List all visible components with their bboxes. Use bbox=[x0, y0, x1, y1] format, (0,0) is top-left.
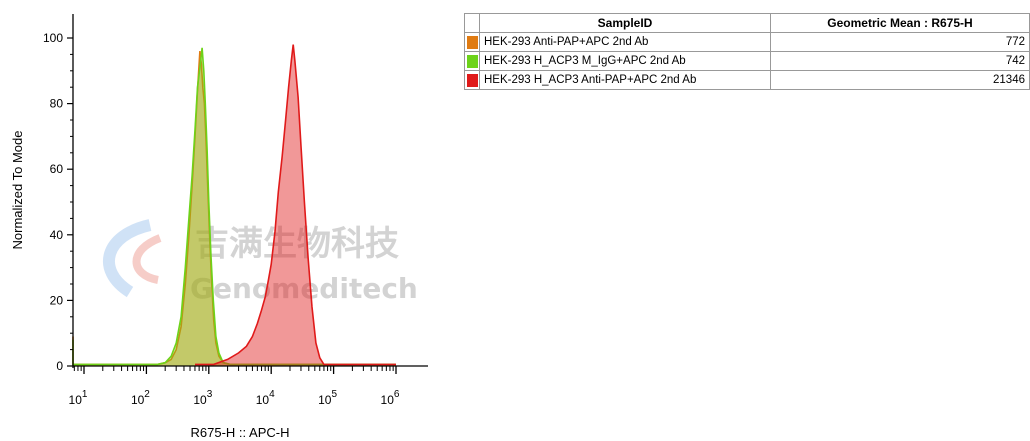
legend-sample-name: HEK-293 H_ACP3 Anti-PAP+APC 2nd Ab bbox=[479, 70, 771, 90]
x-tick-label: 103 bbox=[193, 389, 212, 407]
legend-geometric-mean: 772 bbox=[770, 32, 1030, 52]
legend-header-row: SampleID Geometric Mean : R675-H bbox=[464, 13, 1030, 33]
x-tick-label: 102 bbox=[131, 389, 150, 407]
y-tick-label: 40 bbox=[50, 228, 64, 242]
legend-row: HEK-293 Anti-PAP+APC 2nd Ab 772 bbox=[464, 32, 1030, 52]
legend-swatch-red bbox=[466, 73, 478, 87]
x-tick-label: 101 bbox=[69, 389, 88, 407]
legend-sample-name: HEK-293 Anti-PAP+APC 2nd Ab bbox=[479, 32, 771, 52]
legend-geometric-mean: 742 bbox=[770, 51, 1030, 71]
x-axis-title: R675-H :: APC-H bbox=[191, 425, 290, 440]
y-tick-label: 100 bbox=[43, 31, 63, 45]
series-area bbox=[73, 51, 396, 366]
series-area bbox=[195, 44, 396, 366]
series-line bbox=[72, 51, 396, 366]
legend-header-mean: Geometric Mean : R675-H bbox=[770, 13, 1030, 33]
x-tick-label: 104 bbox=[256, 389, 275, 407]
x-tick-label: 105 bbox=[318, 389, 337, 407]
legend-sample-name: HEK-293 H_ACP3 M_IgG+APC 2nd Ab bbox=[479, 51, 771, 71]
watermark-logo: 吉满生物科技 Genomeditech bbox=[102, 219, 418, 305]
series-area bbox=[73, 47, 396, 367]
series-line bbox=[72, 47, 396, 366]
series-areas bbox=[72, 44, 396, 367]
legend-table: SampleID Geometric Mean : R675-H HEK-293… bbox=[464, 13, 1030, 90]
axes: 0 20 40 60 80 100 101 102 103 104 105 106 bbox=[43, 14, 428, 407]
legend-row: HEK-293 H_ACP3 M_IgG+APC 2nd Ab 742 bbox=[464, 51, 1030, 71]
series-line bbox=[195, 44, 396, 366]
watermark-cn-text: 吉满生物科技 bbox=[195, 224, 399, 264]
watermark-swirl-inner-icon bbox=[132, 234, 162, 284]
legend-header-sample: SampleID bbox=[479, 13, 771, 33]
legend-swatch-orange bbox=[466, 35, 478, 49]
y-tick-label: 60 bbox=[50, 162, 64, 176]
legend-geometric-mean: 21346 bbox=[770, 70, 1030, 90]
legend-row: HEK-293 H_ACP3 Anti-PAP+APC 2nd Ab 21346 bbox=[464, 70, 1030, 90]
watermark-en-text: Genomeditech bbox=[190, 272, 418, 305]
legend-header-swatch bbox=[464, 13, 480, 33]
x-tick-label: 106 bbox=[381, 389, 400, 407]
legend-swatch-green bbox=[466, 54, 478, 68]
y-tick-label: 0 bbox=[56, 359, 63, 373]
watermark-swirl-icon bbox=[102, 219, 152, 298]
y-tick-label: 20 bbox=[50, 293, 64, 307]
y-tick-label: 80 bbox=[50, 97, 64, 111]
y-axis-title: Normalized To Mode bbox=[10, 131, 25, 250]
